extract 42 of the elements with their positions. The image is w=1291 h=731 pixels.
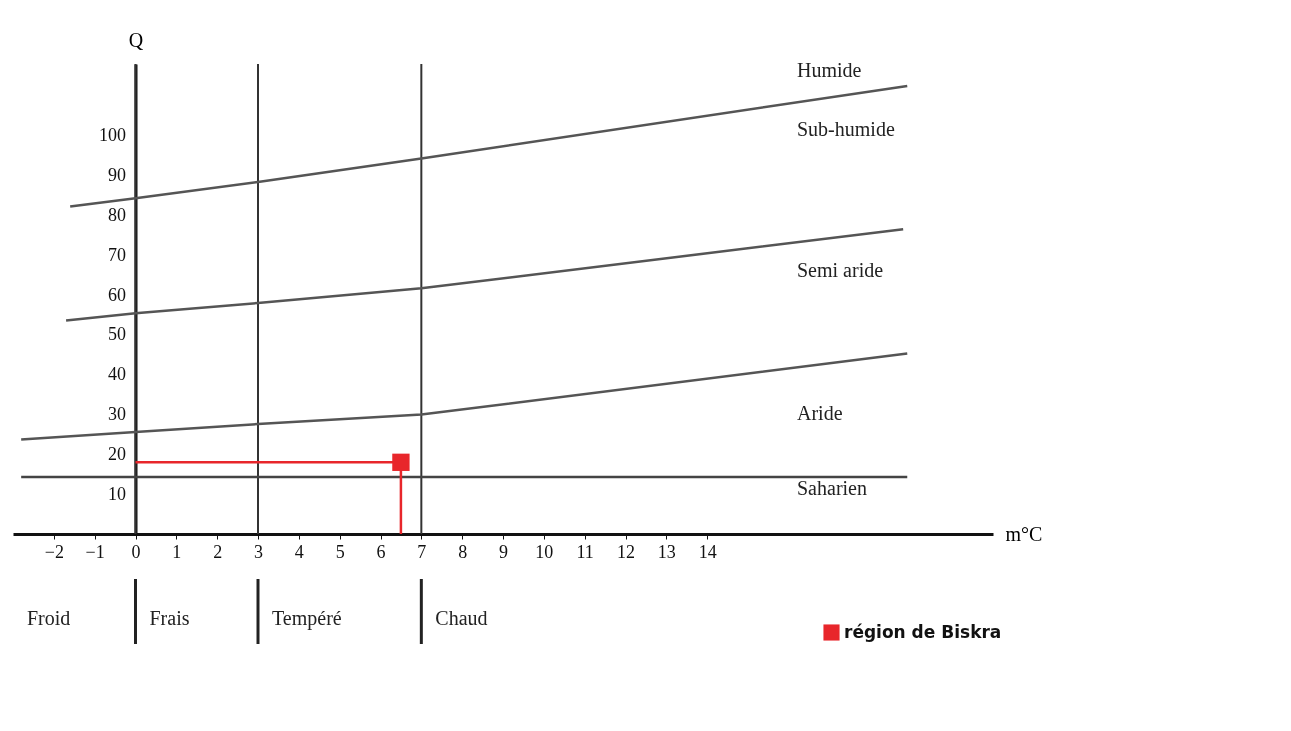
x-tick-label: 11 <box>576 541 594 562</box>
y-tick-label: 10 <box>108 483 126 504</box>
x-tick-label: −1 <box>85 541 105 562</box>
x-tick-label: 13 <box>657 541 676 562</box>
x-axis-title: m°C <box>1005 522 1043 545</box>
line-series <box>19 352 909 441</box>
x-tick-label: 6 <box>376 541 386 562</box>
y-tick-label: 100 <box>99 125 126 146</box>
annotation: Sub-humide <box>797 117 895 140</box>
annotation: Saharien <box>797 477 867 500</box>
line-series <box>64 228 905 322</box>
text: Frais <box>149 607 190 629</box>
x-tick-label: 12 <box>617 541 635 562</box>
x-tick-label: 14 <box>698 541 717 562</box>
x-tick-label: 4 <box>294 541 304 562</box>
legend-label: région de Biskra <box>844 621 1002 642</box>
text: Froid <box>27 607 71 629</box>
x-tick-label: 7 <box>417 541 427 562</box>
x-tick-label: 5 <box>335 541 345 562</box>
x-tick-label: 2 <box>213 541 223 562</box>
annotation: Semi aride <box>797 258 884 281</box>
y-tick-label: 40 <box>108 364 126 385</box>
annotation: Aride <box>797 402 843 425</box>
x-tick-label: 9 <box>499 541 508 562</box>
x-tick-label: 3 <box>254 541 263 562</box>
y-axis-title: Q <box>128 28 144 51</box>
text: Chaud <box>435 607 488 629</box>
y-tick-label: 70 <box>108 244 126 265</box>
y-tick-label: 30 <box>108 404 126 425</box>
y-tick-label: 80 <box>108 204 126 225</box>
x-tick-label: 1 <box>172 541 182 562</box>
line-series <box>68 84 909 208</box>
y-tick-label: 60 <box>108 284 126 305</box>
x-tick-label: 10 <box>535 541 554 562</box>
x-tick-label: 8 <box>458 541 468 562</box>
y-tick-label: 50 <box>108 324 126 345</box>
annotation: Humide <box>797 59 862 82</box>
x-tick-label: 0 <box>131 541 141 562</box>
y-tick-label: 90 <box>108 165 126 186</box>
text: Tempéré <box>272 607 342 630</box>
x-tick-label: −2 <box>44 541 64 562</box>
y-tick-label: 20 <box>108 443 126 464</box>
